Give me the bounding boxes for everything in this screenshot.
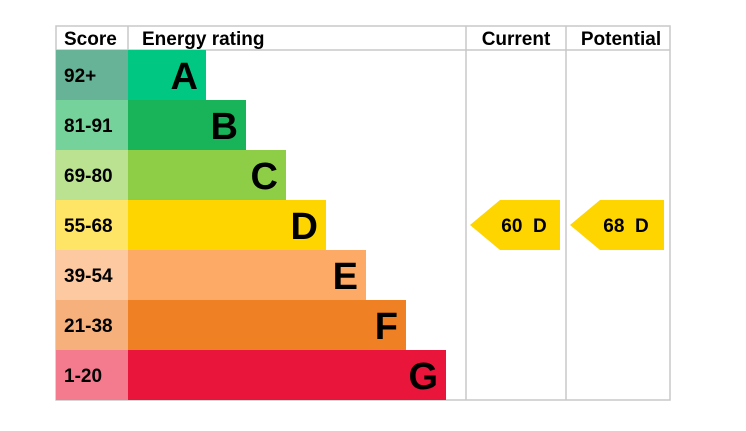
- band-letter-a: A: [171, 56, 198, 98]
- band-bar-f: [128, 300, 406, 350]
- score-label-d: 55-68: [64, 216, 113, 237]
- band-letter-b: B: [211, 106, 238, 148]
- column-headers: Score Energy rating Current Potential: [64, 29, 661, 50]
- rating-bands: 92+ A 81-91 B 69-80 C 55-68 D 39-54 E 21-38 F 1-20 G: [56, 50, 446, 400]
- score-label-a: 92+: [64, 66, 96, 87]
- score-cell-g: [56, 350, 128, 400]
- band-bar-b: [128, 100, 246, 150]
- score-label-b: 81-91: [64, 116, 113, 137]
- score-label-c: 69-80: [64, 166, 113, 187]
- header-energy-rating: Energy rating: [142, 29, 264, 50]
- header-current: Current: [482, 29, 551, 50]
- band-letter-d: D: [291, 206, 318, 248]
- band-letter-c: C: [251, 156, 278, 198]
- current-arrow: [470, 200, 560, 250]
- score-cell-a: [56, 50, 128, 100]
- band-letter-e: E: [333, 256, 358, 298]
- score-label-g: 1-20: [64, 366, 102, 387]
- band-bar-d: [128, 200, 326, 250]
- band-bar-c: [128, 150, 286, 200]
- header-potential: Potential: [581, 29, 661, 50]
- score-cell-c: [56, 150, 128, 200]
- current-rating-label: 60 D: [501, 216, 546, 237]
- rating-indicators: 60 D 68 D: [470, 200, 664, 250]
- potential-rating-label: 68 D: [603, 216, 648, 237]
- header-score: Score: [64, 29, 117, 50]
- potential-arrow: [570, 200, 664, 250]
- score-label-e: 39-54: [64, 266, 113, 287]
- score-cell-f: [56, 300, 128, 350]
- band-letter-g: G: [408, 356, 438, 398]
- band-bar-g: [128, 350, 446, 400]
- band-bar-e: [128, 250, 366, 300]
- score-label-f: 21-38: [64, 316, 113, 337]
- score-cell-b: [56, 100, 128, 150]
- band-bar-a: [128, 50, 206, 100]
- score-cell-e: [56, 250, 128, 300]
- band-letter-f: F: [375, 306, 398, 348]
- score-cell-d: [56, 200, 128, 250]
